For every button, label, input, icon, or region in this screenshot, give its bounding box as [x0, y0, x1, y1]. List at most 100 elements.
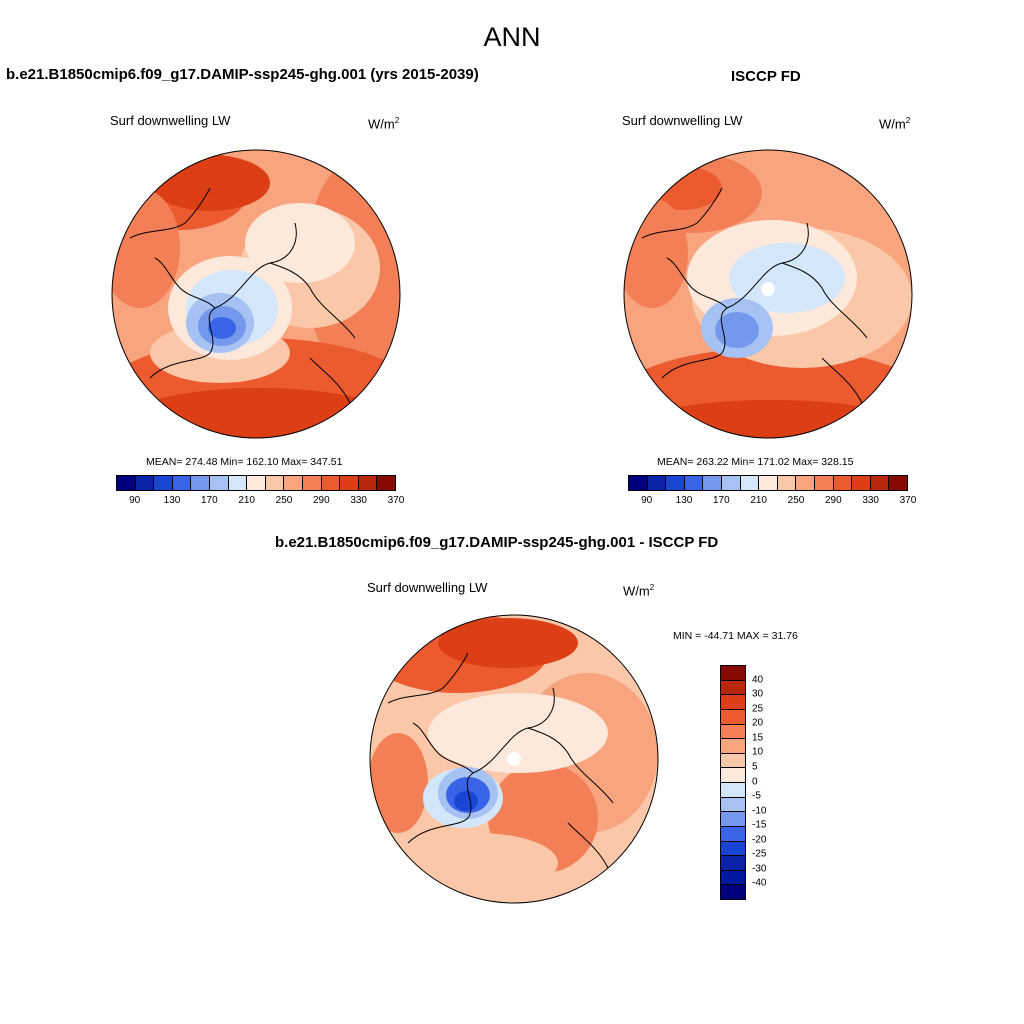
colorbar-swatch [777, 476, 797, 490]
colorbar-swatch [117, 476, 136, 490]
colorbar-tick-label: 290 [312, 495, 330, 506]
colorbar-swatch [721, 768, 745, 783]
coastline [641, 187, 723, 239]
field-contour [642, 166, 722, 210]
diff-colorbar-swatches [720, 665, 746, 900]
colorbar-tick-label: 210 [750, 495, 767, 506]
colorbar-swatch [321, 476, 341, 490]
colorbar-swatch [852, 476, 871, 490]
colorbar-swatch [870, 476, 890, 490]
model-stats: MEAN= 274.48 Min= 162.10 Max= 347.51 [146, 456, 343, 468]
colorbar-tick-label: 90 [641, 495, 653, 506]
colorbar-swatch [247, 476, 266, 490]
colorbar-tick-label: -25 [752, 848, 767, 860]
colorbar-swatch [358, 476, 378, 490]
coastline [412, 722, 474, 774]
coastline [129, 187, 211, 239]
colorbar-swatch [721, 797, 745, 813]
colorbar-swatch [721, 870, 745, 886]
field-contour [120, 388, 400, 438]
colorbar-tick-label: 25 [752, 703, 764, 715]
colorbar-swatch [721, 739, 745, 754]
colorbar-tick-label: 370 [387, 495, 405, 506]
colorbar-tick-label: -20 [752, 834, 767, 846]
field-contour [729, 243, 845, 313]
colorbar-tick-label: -15 [752, 819, 767, 831]
diff-stats: MIN = -44.71 MAX = 31.76 [673, 630, 798, 642]
colorbar-tick-label: 250 [787, 495, 805, 506]
colorbar-tick-label: 210 [238, 495, 255, 506]
coastline [527, 727, 614, 804]
colorbar-tick-label: 130 [163, 495, 181, 506]
field-contour [150, 155, 270, 211]
model-variable-label: Surf downwelling LW [110, 113, 231, 128]
coastline [781, 262, 868, 339]
colorbar-swatch [265, 476, 285, 490]
colorbar-swatch [302, 476, 322, 490]
colorbar-swatch [759, 476, 778, 490]
colorbar-swatch [666, 476, 685, 490]
map-boundary [369, 614, 659, 904]
colorbar-swatch [340, 476, 359, 490]
field-layer [112, 150, 400, 438]
colorbar-swatch [796, 476, 815, 490]
diff-case-title: b.e21.B1850cmip6.f09_g17.DAMIP-ssp245-gh… [275, 534, 719, 551]
field-contour [715, 312, 759, 348]
model-colorbar-swatches [116, 475, 396, 491]
obs-colorbar-ticks: 90 130 170 210 250 290 330 370 [628, 495, 916, 509]
colorbar-tick-label: 370 [899, 495, 917, 506]
colorbar-swatch [833, 476, 853, 490]
colorbar-swatch [228, 476, 248, 490]
map-boundary [111, 149, 401, 439]
obs-variable-label: Surf downwelling LW [622, 113, 743, 128]
colorbar-swatch [721, 812, 745, 827]
diff-polar-map [369, 614, 659, 904]
colorbar-swatch [721, 724, 745, 740]
colorbar-tick-label: -40 [752, 877, 767, 889]
map-boundary [623, 149, 913, 439]
colorbar-tick-label: 290 [824, 495, 842, 506]
colorbar-tick-label: 40 [752, 674, 764, 686]
field-contour [632, 400, 912, 438]
field-contour [370, 733, 428, 833]
model-colorbar: 90 130 170 210 250 290 330 370 [116, 475, 404, 509]
colorbar-swatch [209, 476, 229, 490]
obs-case-title: ISCCP FD [731, 68, 801, 85]
colorbar-swatch [889, 476, 907, 490]
colorbar-swatch [647, 476, 667, 490]
field-contour [454, 791, 478, 811]
colorbar-tick-label: 170 [712, 495, 730, 506]
colorbar-tick-label: 0 [752, 776, 758, 787]
colorbar-swatch [721, 826, 745, 842]
colorbar-swatch [721, 476, 741, 490]
field-contour [507, 752, 521, 766]
field-layer [624, 150, 912, 438]
field-contour [438, 618, 578, 668]
colorbar-swatch [721, 695, 745, 710]
coastline [269, 262, 356, 339]
diff-units-label: W/m2 [623, 583, 655, 599]
obs-units-label: W/m2 [879, 116, 911, 132]
coastline [154, 257, 216, 309]
colorbar-tick-label: -5 [752, 790, 761, 802]
model-case-title: b.e21.B1850cmip6.f09_g17.DAMIP-ssp245-gh… [6, 66, 479, 83]
colorbar-swatch [721, 783, 745, 798]
colorbar-swatch [284, 476, 303, 490]
colorbar-swatch [740, 476, 760, 490]
colorbar-tick-label: 90 [129, 495, 141, 506]
colorbar-swatch [721, 709, 745, 725]
colorbar-swatch [377, 476, 395, 490]
colorbar-swatch [721, 885, 745, 899]
colorbar-swatch [721, 753, 745, 769]
colorbar-swatch [154, 476, 173, 490]
colorbar-swatch [135, 476, 155, 490]
obs-colorbar-swatches [628, 475, 908, 491]
obs-stats: MEAN= 263.22 Min= 171.02 Max= 328.15 [657, 456, 854, 468]
colorbar-tick-label: 20 [752, 717, 764, 729]
obs-colorbar: 90 130 170 210 250 290 330 370 [628, 475, 916, 509]
diff-variable-label: Surf downwelling LW [367, 580, 488, 595]
colorbar-tick-label: -30 [752, 863, 767, 875]
colorbar-swatch [721, 856, 745, 871]
colorbar-swatch [191, 476, 210, 490]
coastline [666, 257, 728, 309]
